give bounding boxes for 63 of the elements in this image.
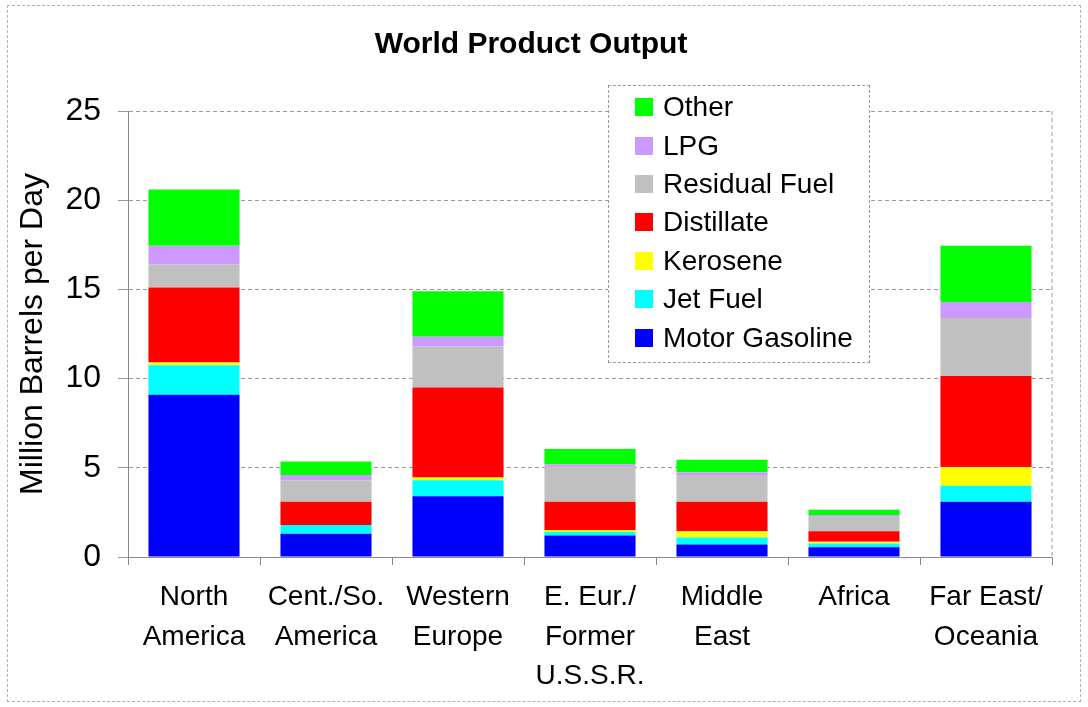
x-tick-label: Middle East <box>680 580 764 651</box>
bar <box>808 547 900 557</box>
bar <box>280 501 372 525</box>
bar <box>412 480 504 497</box>
bar <box>148 287 240 363</box>
legend-label: Kerosene <box>663 244 783 277</box>
y-tick-label: 5 <box>83 447 101 484</box>
y-axis-title: Million Barrels per Day <box>13 173 50 495</box>
bar <box>412 291 504 337</box>
y-tick-label: 15 <box>65 269 101 306</box>
x-tick-label: E. Eur./Former U.S.S.R. <box>535 580 645 690</box>
bar <box>280 474 372 481</box>
bar <box>676 459 768 473</box>
y-tick-label: 0 <box>83 536 101 573</box>
bar <box>676 474 768 502</box>
legend-label: Distillate <box>663 206 769 239</box>
bar <box>148 189 240 246</box>
bar <box>412 336 504 347</box>
y-tick-label: 10 <box>65 358 101 395</box>
bar <box>544 532 636 536</box>
bar <box>940 301 1032 318</box>
bar <box>412 346 504 388</box>
bar <box>808 509 900 516</box>
bar <box>808 516 900 532</box>
bar <box>280 524 372 534</box>
bar <box>676 472 768 475</box>
chart-title: World Product Output <box>374 26 688 60</box>
bar <box>544 501 636 531</box>
bar <box>148 264 240 288</box>
x-tick-label: North America <box>142 580 246 651</box>
bar <box>940 501 1032 557</box>
bar <box>280 533 372 557</box>
bar <box>148 245 240 265</box>
bar <box>544 466 636 502</box>
bar <box>148 394 240 557</box>
bar <box>280 480 372 502</box>
legend-label: Motor Gasoline <box>663 321 853 354</box>
y-tick-label: 25 <box>65 90 101 127</box>
bar <box>280 461 372 475</box>
bar <box>676 544 768 557</box>
bar <box>412 496 504 557</box>
bar <box>544 449 636 465</box>
bar <box>940 317 1032 376</box>
legend-label: Jet Fuel <box>663 283 763 316</box>
bar <box>940 485 1032 502</box>
bar <box>544 535 636 557</box>
x-tick-label: Africa <box>818 580 891 612</box>
legend-label: LPG <box>663 129 720 162</box>
legend-label: Residual Fuel <box>663 167 835 200</box>
bar <box>412 387 504 478</box>
bar <box>940 466 1032 486</box>
bar <box>148 365 240 395</box>
bar <box>676 537 768 545</box>
legend-label: Other <box>663 91 734 124</box>
bar <box>676 531 768 538</box>
x-tick-label: Cent./So. America <box>267 580 385 651</box>
x-tick-label: Western Europe <box>406 580 510 651</box>
bar <box>808 531 900 542</box>
bar <box>940 375 1032 467</box>
y-tick-label: 20 <box>65 180 101 217</box>
bar <box>676 501 768 532</box>
x-tick-label: Far East/Oceania <box>929 580 1044 651</box>
bar <box>940 245 1032 302</box>
